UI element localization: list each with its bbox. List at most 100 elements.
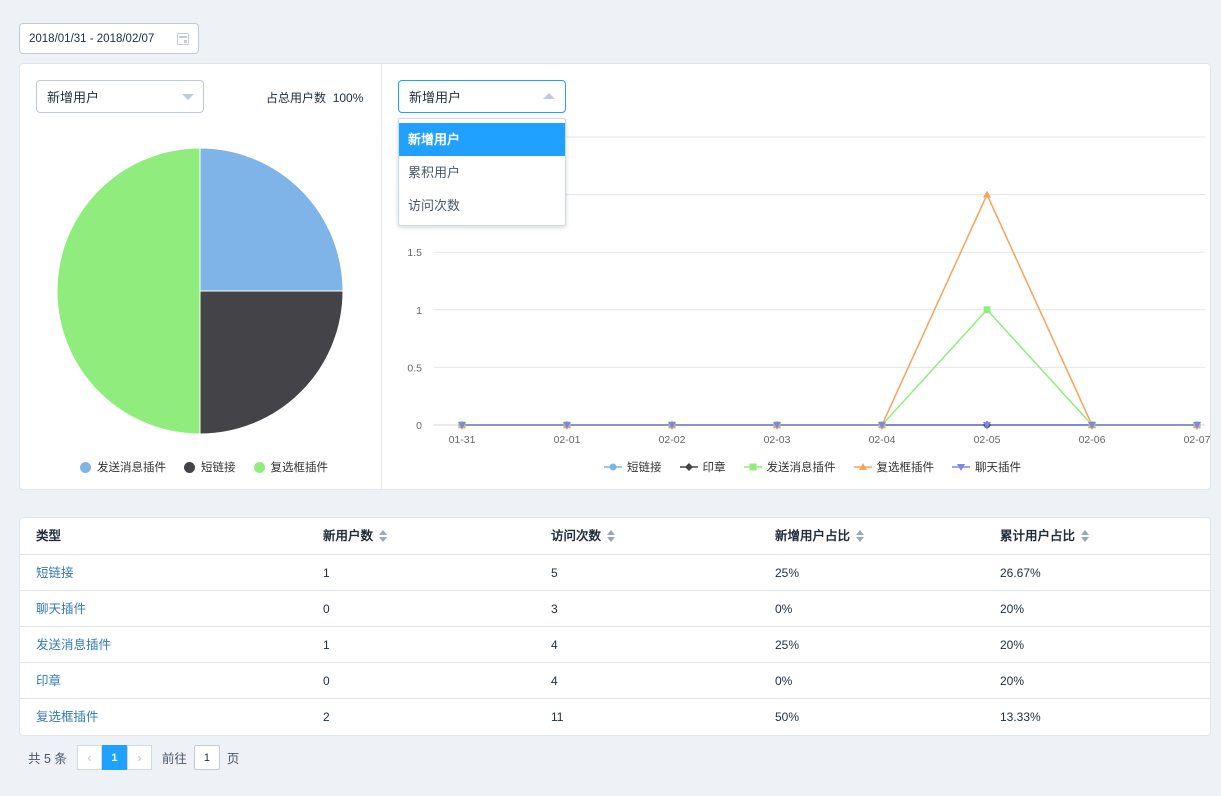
goto-label: 前往 [161, 752, 187, 766]
dropdown-option[interactable]: 累积用户 [408, 165, 461, 180]
type-link[interactable]: 聊天插件 [36, 602, 87, 616]
line-legend-item[interactable]: 短链接 [604, 459, 662, 475]
column-header-label: 类型 [36, 529, 62, 543]
y-tick-label: 0.5 [407, 362, 422, 374]
sort-icon[interactable] [379, 530, 388, 542]
pie-slice[interactable] [56, 147, 201, 435]
table-cell: 2 [323, 710, 330, 724]
dropdown-option[interactable]: 新增用户 [399, 123, 565, 156]
chevron-up-icon [543, 93, 555, 99]
table-cell: 0 [323, 602, 330, 616]
next-page-button[interactable]: › [126, 745, 152, 770]
column-header-label: 访问次数 [551, 529, 602, 543]
calendar-icon[interactable] [177, 33, 189, 45]
data-point[interactable] [458, 422, 466, 429]
data-point[interactable] [563, 422, 571, 429]
type-link[interactable]: 发送消息插件 [36, 638, 112, 652]
data-point[interactable] [983, 190, 991, 198]
column-header[interactable]: 累计用户占比 [1000, 518, 1090, 554]
legend-marker-icon [952, 464, 970, 471]
pie-legend-label: 发送消息插件 [97, 462, 166, 474]
data-point[interactable] [1193, 422, 1201, 429]
line-legend-item[interactable]: 印章 [679, 459, 726, 475]
table-cell: 20% [1000, 674, 1025, 688]
chevron-left-icon: ‹ [87, 750, 92, 765]
line-legend-label: 短链接 [627, 462, 662, 474]
y-tick-label: 0 [416, 420, 422, 432]
data-point[interactable] [983, 306, 991, 314]
line-legend-item[interactable]: 复选框插件 [853, 459, 935, 475]
legend-marker[interactable] [684, 463, 693, 471]
percent-of-total: 占总用户数 100% [266, 89, 363, 106]
legend-marker[interactable] [609, 463, 617, 471]
pie-slice[interactable] [199, 147, 344, 292]
line-legend-label: 聊天插件 [975, 462, 1021, 474]
column-header[interactable]: 新增用户占比 [775, 518, 865, 554]
data-point[interactable] [983, 422, 991, 429]
line-legend-label: 印章 [702, 462, 726, 474]
page-suffix: 页 [226, 752, 240, 766]
type-link[interactable]: 复选框插件 [36, 710, 99, 724]
current-page[interactable]: 1 [101, 745, 127, 770]
y-tick-label: 1 [416, 305, 422, 317]
column-header[interactable]: 新用户数 [323, 518, 388, 554]
data-point[interactable] [1088, 422, 1096, 429]
legend-dot-icon [253, 461, 265, 473]
table-cell: 4 [551, 638, 558, 652]
pie-legend-item[interactable]: 短链接 [184, 459, 236, 475]
line-legend-label: 复选框插件 [876, 462, 935, 474]
table-row: 发送消息插件 1 4 25% 20% [20, 627, 1210, 663]
sort-icon[interactable] [607, 530, 616, 542]
goto-page-input[interactable]: 1 [193, 745, 220, 770]
data-point[interactable] [878, 422, 886, 429]
type-link[interactable]: 印章 [36, 674, 62, 688]
table-cell: 50% [775, 710, 800, 724]
percent-value: 100% [332, 91, 364, 105]
pie-metric-select-value: 新增用户 [47, 90, 100, 105]
table-cell: 20% [1000, 602, 1025, 616]
y-tick-label: 1.5 [407, 247, 422, 259]
pie-legend: 发送消息插件 短链接 复选框插件 [80, 459, 346, 475]
legend-marker-icon [604, 463, 622, 471]
legend-marker[interactable] [858, 463, 867, 470]
sort-icon[interactable] [856, 530, 865, 542]
date-range-picker[interactable]: 2018/01/31 - 2018/02/07 [19, 23, 199, 54]
column-header[interactable]: 访问次数 [551, 518, 616, 554]
chevron-right-icon: › [137, 750, 142, 765]
table-row: 短链接 1 5 25% 26.67% [20, 555, 1210, 591]
dropdown-option[interactable]: 访问次数 [408, 198, 461, 213]
legend-marker-icon [743, 463, 762, 471]
prev-page-button[interactable]: ‹ [76, 745, 102, 770]
legend-marker[interactable] [957, 464, 965, 471]
data-point[interactable] [668, 422, 676, 429]
table-cell: 1 [323, 638, 330, 652]
table-cell: 26.67% [1000, 566, 1041, 580]
line-metric-select[interactable]: 新增用户 [398, 80, 566, 113]
sort-icon[interactable] [1081, 530, 1090, 542]
pie-slice[interactable] [199, 290, 344, 435]
type-link[interactable]: 短链接 [36, 566, 74, 580]
table-cell: 4 [551, 674, 558, 688]
pie-legend-item[interactable]: 发送消息插件 [80, 459, 166, 475]
column-header-label: 新增用户占比 [775, 529, 851, 543]
line-legend-item[interactable]: 聊天插件 [952, 459, 1021, 475]
x-tick-label: 02-07 [1184, 434, 1210, 446]
pie-metric-select[interactable]: 新增用户 [36, 80, 204, 113]
column-header: 类型 [36, 518, 61, 554]
table-cell: 25% [775, 638, 800, 652]
legend-dot-icon [184, 461, 195, 473]
line-legend-item[interactable]: 发送消息插件 [743, 459, 836, 475]
table-cell: 5 [551, 566, 558, 580]
pie-legend-label: 短链接 [201, 462, 236, 474]
table-cell: 20% [1000, 638, 1025, 652]
date-range-value: 2018/01/31 - 2018/02/07 [29, 32, 155, 45]
chevron-down-icon [182, 94, 194, 100]
column-header-label: 累计用户占比 [1000, 529, 1076, 543]
legend-marker[interactable] [749, 463, 756, 471]
stats-table: 类型 新用户数 访问次数 新增用户占比 累计用户占比 短链接 1 5 25% 26.67% 聊天插件… [19, 517, 1211, 736]
pie-chart [56, 147, 344, 435]
line-metric-select-value: 新增用户 [409, 90, 462, 105]
data-point[interactable] [773, 422, 781, 429]
total-count: 共 5 条 [28, 752, 67, 766]
pie-legend-item[interactable]: 复选框插件 [253, 459, 328, 475]
